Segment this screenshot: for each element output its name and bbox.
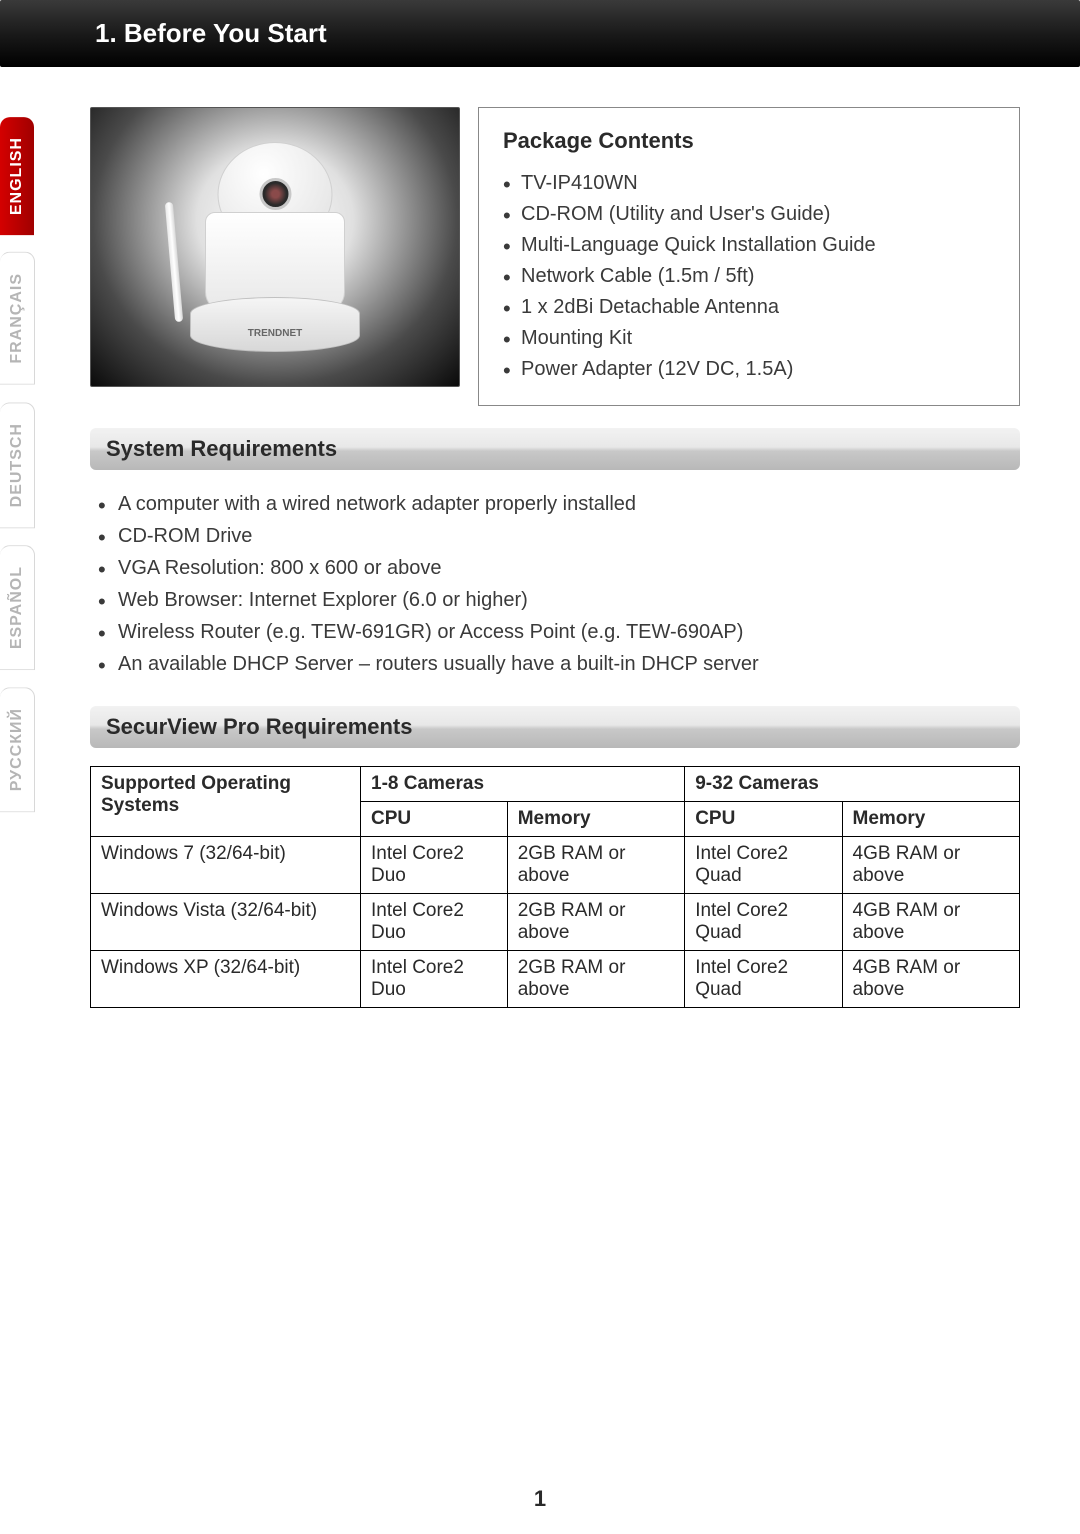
product-image: TRENDNET xyxy=(90,107,460,387)
td-mem: 2GB RAM or above xyxy=(507,837,684,894)
list-item: TV-IP410WN xyxy=(503,168,995,199)
list-item: 1 x 2dBi Detachable Antenna xyxy=(503,292,995,323)
th-cpu: CPU xyxy=(685,802,842,837)
camera-brand-label: TRENDNET xyxy=(248,328,302,339)
td-cpu: Intel Core2 Quad xyxy=(685,951,842,1008)
td-cpu: Intel Core2 Quad xyxy=(685,837,842,894)
td-os: Windows Vista (32/64-bit) xyxy=(91,894,361,951)
list-item: Wireless Router (e.g. TEW-691GR) or Acce… xyxy=(98,616,1020,648)
list-item: Power Adapter (12V DC, 1.5A) xyxy=(503,354,995,385)
top-row: TRENDNET Package Contents TV-IP410WN CD-… xyxy=(90,107,1020,406)
th-memory: Memory xyxy=(842,802,1020,837)
table-header-row: Supported Operating Systems 1-8 Cameras … xyxy=(91,767,1020,802)
td-cpu: Intel Core2 Duo xyxy=(361,837,508,894)
camera-lens-icon xyxy=(259,178,291,210)
language-tabs: ENGLISH FRANÇAIS DEUTSCH ESPAÑOL РУССКИЙ xyxy=(0,77,60,1008)
list-item: Network Cable (1.5m / 5ft) xyxy=(503,261,995,292)
system-requirements-header: System Requirements xyxy=(90,428,1020,470)
td-cpu: Intel Core2 Duo xyxy=(361,951,508,1008)
lang-tab-deutsch[interactable]: DEUTSCH xyxy=(0,402,35,528)
package-contents-title: Package Contents xyxy=(503,128,995,154)
lang-tab-english[interactable]: ENGLISH xyxy=(0,117,34,235)
td-cpu: Intel Core2 Quad xyxy=(685,894,842,951)
th-memory: Memory xyxy=(507,802,684,837)
td-cpu: Intel Core2 Duo xyxy=(361,894,508,951)
camera-antenna-icon xyxy=(165,202,183,322)
lang-tab-espanol[interactable]: ESPAÑOL xyxy=(0,545,35,670)
td-os: Windows 7 (32/64-bit) xyxy=(91,837,361,894)
list-item: An available DHCP Server – routers usual… xyxy=(98,648,1020,680)
table-row: Windows 7 (32/64-bit) Intel Core2 Duo 2G… xyxy=(91,837,1020,894)
package-contents-box: Package Contents TV-IP410WN CD-ROM (Util… xyxy=(478,107,1020,406)
page-number: 1 xyxy=(534,1486,546,1512)
th-group-9-32: 9-32 Cameras xyxy=(685,767,1020,802)
th-cpu: CPU xyxy=(361,802,508,837)
camera-base-icon: TRENDNET xyxy=(190,297,360,352)
th-group-1-8: 1-8 Cameras xyxy=(361,767,685,802)
content: ENGLISH FRANÇAIS DEUTSCH ESPAÑOL РУССКИЙ… xyxy=(0,77,1080,1008)
securview-requirements-header: SecurView Pro Requirements xyxy=(90,706,1020,748)
table-row: Windows Vista (32/64-bit) Intel Core2 Du… xyxy=(91,894,1020,951)
page-title: 1. Before You Start xyxy=(95,18,327,48)
lang-tab-francais[interactable]: FRANÇAIS xyxy=(0,252,35,385)
table-row: Windows XP (32/64-bit) Intel Core2 Duo 2… xyxy=(91,951,1020,1008)
requirements-table: Supported Operating Systems 1-8 Cameras … xyxy=(90,766,1020,1008)
list-item: Web Browser: Internet Explorer (6.0 or h… xyxy=(98,584,1020,616)
camera-illustration: TRENDNET xyxy=(180,142,370,352)
th-os: Supported Operating Systems xyxy=(91,767,361,837)
list-item: Multi-Language Quick Installation Guide xyxy=(503,230,995,261)
list-item: VGA Resolution: 800 x 600 or above xyxy=(98,552,1020,584)
page-title-bar: 1. Before You Start xyxy=(0,0,1080,67)
td-mem: 4GB RAM or above xyxy=(842,837,1020,894)
td-mem: 4GB RAM or above xyxy=(842,951,1020,1008)
list-item: CD-ROM (Utility and User's Guide) xyxy=(503,199,995,230)
list-item: Mounting Kit xyxy=(503,323,995,354)
lang-tab-russian[interactable]: РУССКИЙ xyxy=(0,687,35,812)
list-item: CD-ROM Drive xyxy=(98,520,1020,552)
main-content: TRENDNET Package Contents TV-IP410WN CD-… xyxy=(60,77,1080,1008)
system-requirements-list: A computer with a wired network adapter … xyxy=(98,488,1020,680)
td-mem: 2GB RAM or above xyxy=(507,894,684,951)
td-os: Windows XP (32/64-bit) xyxy=(91,951,361,1008)
td-mem: 2GB RAM or above xyxy=(507,951,684,1008)
td-mem: 4GB RAM or above xyxy=(842,894,1020,951)
list-item: A computer with a wired network adapter … xyxy=(98,488,1020,520)
package-contents-list: TV-IP410WN CD-ROM (Utility and User's Gu… xyxy=(503,168,995,385)
